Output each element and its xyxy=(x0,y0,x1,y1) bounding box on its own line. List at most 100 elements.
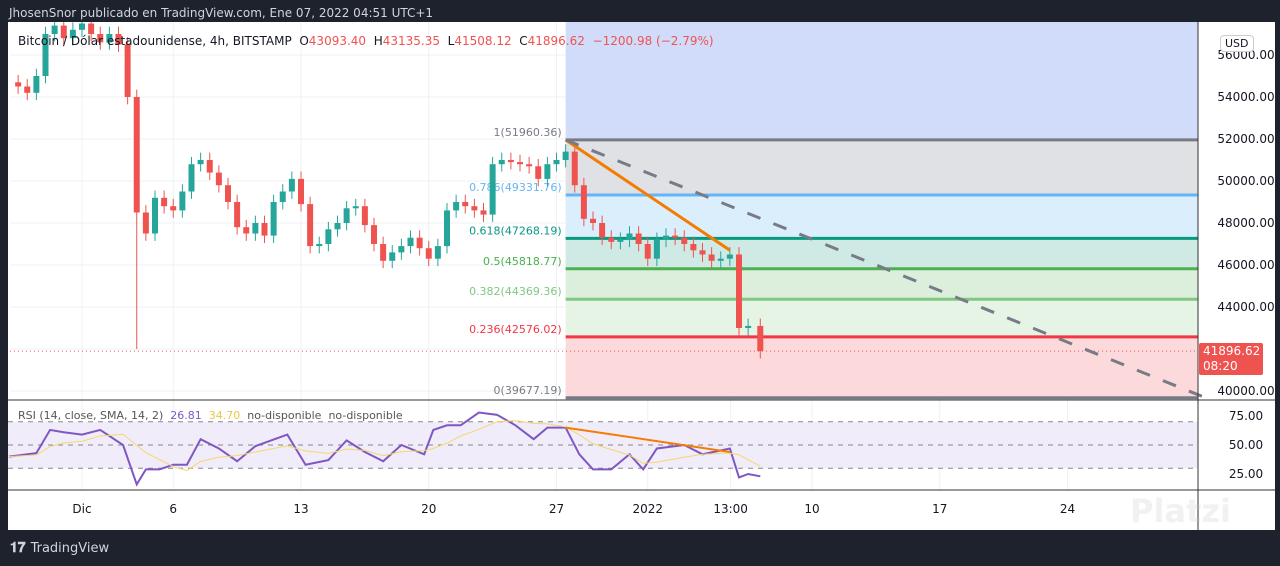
candle-body xyxy=(471,206,478,211)
rsi-tick-label: 25.00 xyxy=(1229,467,1263,481)
open-label: O xyxy=(299,34,309,48)
fib-level-label-0.236: 0.236(42576.02) xyxy=(469,323,562,336)
rsi-legend: RSI (14, close, SMA, 14, 2) 26.81 34.70 … xyxy=(18,409,403,422)
trendline-dashed xyxy=(565,138,1205,399)
rsi-na-1: no-disponible xyxy=(247,409,322,422)
candle-body xyxy=(626,233,633,240)
candle-body xyxy=(699,250,706,255)
candle-body xyxy=(434,246,441,259)
last-price: 41896.62 xyxy=(1203,344,1261,358)
currency-button[interactable]: USD xyxy=(1220,35,1254,52)
candle-body xyxy=(334,223,341,230)
candle-body xyxy=(617,239,624,242)
tradingview-logo-icon: 𝟏𝟕 xyxy=(10,540,26,556)
candle-body xyxy=(590,218,596,223)
candle-body xyxy=(298,178,304,205)
candle-body xyxy=(580,185,587,219)
candle-body xyxy=(60,25,67,39)
fib-level-label-1: 1(51960.36) xyxy=(494,126,562,139)
rsi-tick-label: 75.00 xyxy=(1229,409,1263,423)
time-tick-label: 6 xyxy=(169,502,177,516)
price-tick-label: 50000.00 xyxy=(1217,174,1274,188)
price-tick-label: 54000.00 xyxy=(1217,90,1274,104)
candle-body xyxy=(24,86,31,93)
price-tick-label: 46000.00 xyxy=(1217,258,1274,272)
candle-body xyxy=(197,160,204,165)
candle-body xyxy=(161,197,168,207)
time-tick-label: Dic xyxy=(72,502,91,516)
rsi-sma-value: 34.70 xyxy=(208,409,241,422)
candle-body xyxy=(371,225,377,244)
candle-body xyxy=(307,204,314,247)
candle-body xyxy=(352,206,359,209)
time-tick-label: 2022 xyxy=(632,502,663,516)
candle-body xyxy=(389,252,396,261)
candle-body xyxy=(672,235,679,238)
candle-body xyxy=(425,248,432,259)
candle-body xyxy=(15,82,22,87)
candle-body xyxy=(88,23,95,34)
candle-body xyxy=(407,237,414,247)
candle-body xyxy=(635,233,642,244)
candle-body xyxy=(42,34,49,76)
candle-body xyxy=(243,227,250,234)
time-tick-label: 20 xyxy=(421,502,436,516)
rsi-line xyxy=(8,411,761,487)
candle-body xyxy=(124,44,131,97)
chart-frame[interactable]: 1(51960.36) 0.786(49331.76) 0.618(47268.19… xyxy=(8,22,1275,530)
candle-body xyxy=(681,237,688,244)
time-tick-label: 10 xyxy=(804,502,819,516)
candle-body xyxy=(663,235,669,240)
candle-body xyxy=(507,160,514,163)
fib-zone-1 xyxy=(565,139,1198,196)
symbol-name[interactable]: Bitcoin / Dólar estadounidense, 4h, BITS… xyxy=(18,34,292,48)
rsi-title[interactable]: RSI (14, close, SMA, 14, 2) xyxy=(18,409,164,422)
candle-body xyxy=(708,254,715,261)
candle-body xyxy=(325,229,332,244)
candle-body xyxy=(562,151,569,160)
candle-body xyxy=(553,160,560,165)
symbol-legend: Bitcoin / Dólar estadounidense, 4h, BITS… xyxy=(18,34,714,48)
trendline-solid xyxy=(564,138,731,252)
fib-zone-0.382 xyxy=(565,299,1198,337)
close-label: C xyxy=(519,34,528,48)
candle-body xyxy=(51,25,58,34)
rsi-value: 26.81 xyxy=(170,409,202,422)
price-tick-label: 48000.00 xyxy=(1217,216,1274,230)
candle-body xyxy=(462,202,469,207)
candle-body xyxy=(736,254,742,328)
time-tick-label: 13:00 xyxy=(713,502,748,516)
high-value: 43135.35 xyxy=(382,34,440,48)
candle-body xyxy=(170,206,177,211)
fib-zone-0.786 xyxy=(565,195,1198,239)
price-tick-label: 44000.00 xyxy=(1217,300,1274,314)
time-tick-label: 13 xyxy=(293,502,308,516)
high-label: H xyxy=(373,34,383,48)
candle-body xyxy=(261,223,268,236)
candle-body xyxy=(453,202,460,211)
low-value: 41508.12 xyxy=(454,34,512,48)
candle-body xyxy=(444,210,450,247)
chart-svg[interactable]: 1(51960.36)0.786(49331.76)0.618(47268.19… xyxy=(8,22,1275,530)
candle-body xyxy=(234,202,241,228)
fib-level-label-0.5: 0.5(45818.77) xyxy=(483,255,562,268)
candle-body xyxy=(571,151,578,186)
candle-body xyxy=(498,160,505,165)
low-label: L xyxy=(447,34,455,48)
publisher-caption: JhosenSnor publicado en TradingView.com,… xyxy=(9,6,434,20)
rsi-na-2: no-disponible xyxy=(328,409,403,422)
candle-body xyxy=(225,185,231,202)
candle-body xyxy=(757,325,764,352)
candle-body xyxy=(252,223,259,234)
time-tick-label: 27 xyxy=(549,502,564,516)
candle-body xyxy=(316,244,323,247)
candle-body xyxy=(206,160,213,173)
candle-body xyxy=(653,239,660,259)
candle-body xyxy=(188,164,195,192)
candle-body xyxy=(745,325,752,328)
tradingview-logo[interactable]: 𝟏𝟕 TradingView xyxy=(10,540,109,556)
candle-body xyxy=(361,206,368,226)
candle-body xyxy=(279,191,286,202)
fib-level-label-0.382: 0.382(44369.36) xyxy=(469,285,562,298)
candle-body xyxy=(97,34,104,43)
